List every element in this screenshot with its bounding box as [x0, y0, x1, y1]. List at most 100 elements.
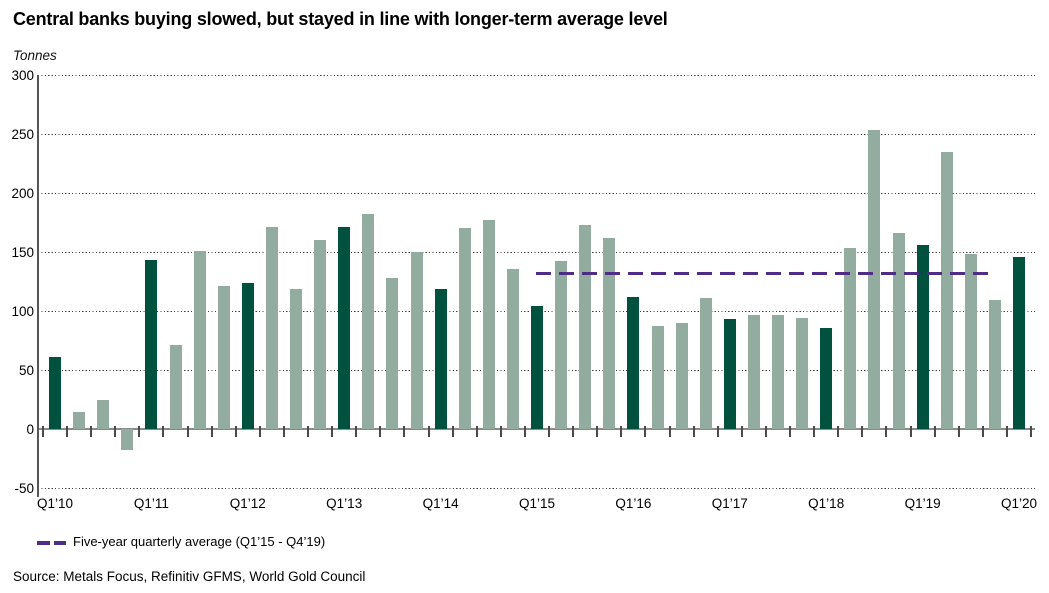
axis-tick	[66, 426, 69, 437]
y-axis-unit-label: Tonnes	[13, 48, 57, 63]
gridline-300	[38, 75, 1035, 76]
axis-tick	[258, 426, 261, 437]
x-axis-label-Q1’15: Q1’15	[518, 496, 556, 511]
y-axis-tick-label: 250	[11, 127, 34, 142]
axis-tick	[596, 426, 599, 437]
bar-Q1’18	[820, 327, 833, 429]
y-axis-line	[37, 75, 39, 497]
axis-tick	[1030, 426, 1033, 437]
axis-tick	[427, 426, 430, 437]
bar-Q4’12	[314, 240, 327, 429]
five-year-average-line	[536, 272, 993, 275]
bar-Q1’14	[434, 288, 447, 429]
x-axis-label-Q1’14: Q1’14	[422, 496, 459, 511]
x-axis-label-Q1’16: Q1’16	[615, 496, 652, 511]
bar-Q1’19	[916, 244, 929, 429]
y-axis-tick-label: 0	[26, 422, 34, 437]
chart-title: Central banks buying slowed, but stayed …	[13, 9, 668, 29]
bar-Q4’17	[796, 318, 809, 429]
y-axis-tick-label: -50	[14, 481, 34, 496]
axis-tick	[234, 426, 237, 437]
source-text: Source: Metals Focus, Refinitiv GFMS, Wo…	[13, 569, 366, 584]
bar-Q3’19	[964, 254, 977, 429]
gridline--50	[38, 488, 1035, 489]
axis-tick	[403, 426, 406, 437]
bar-Q3’11	[193, 250, 206, 429]
axis-tick	[716, 426, 719, 437]
axis-tick	[114, 426, 117, 437]
axis-tick	[282, 426, 285, 437]
axis-tick	[981, 426, 984, 437]
axis-tick	[210, 426, 213, 437]
bar-Q1’17	[723, 319, 736, 429]
x-axis-label-Q1’20: Q1’20	[1000, 496, 1038, 511]
bar-Q4’13	[410, 252, 423, 429]
bar-Q2’17	[747, 314, 760, 429]
bar-Q4’11	[217, 286, 230, 429]
axis-tick	[933, 426, 936, 437]
axis-tick	[186, 426, 189, 437]
x-axis-label-Q1’13: Q1’13	[326, 496, 363, 511]
y-axis-tick-label: 300	[11, 68, 34, 83]
axis-tick	[523, 426, 526, 437]
axis-tick	[620, 426, 623, 437]
axis-tick	[1005, 426, 1008, 437]
bar-Q2’18	[844, 248, 857, 429]
x-axis-label-Q1’12: Q1’12	[229, 496, 266, 511]
bar-Q2’15	[555, 261, 568, 429]
x-axis-label-Q1’18: Q1’18	[808, 496, 845, 511]
axis-tick	[764, 426, 767, 437]
bar-Q1’16	[627, 296, 640, 429]
axis-tick	[957, 426, 960, 437]
axis-tick	[668, 426, 671, 437]
y-axis-tick-label: 150	[11, 245, 34, 260]
axis-tick	[885, 426, 888, 437]
axis-tick	[909, 426, 912, 437]
bar-Q4’14	[506, 268, 519, 429]
bar-Q2’12	[265, 227, 278, 429]
x-axis-label-Q1’11: Q1’11	[133, 496, 169, 511]
y-axis-tick-label: 100	[11, 304, 34, 319]
x-axis-label-Q1’17: Q1’17	[711, 496, 748, 511]
axis-tick	[837, 426, 840, 437]
axis-tick	[692, 426, 695, 437]
axis-tick	[644, 426, 647, 437]
bar-Q3’10	[97, 399, 110, 429]
bar-Q1’13	[338, 227, 351, 429]
bar-Q2’19	[940, 151, 953, 429]
axis-tick	[499, 426, 502, 437]
axis-tick	[789, 426, 792, 437]
axis-tick	[41, 426, 44, 437]
bar-Q2’13	[362, 214, 375, 429]
bar-Q3’16	[675, 322, 688, 429]
bar-Q3’15	[579, 224, 592, 429]
bar-Q1’15	[531, 306, 543, 429]
bar-Q3’18	[868, 130, 881, 429]
bar-Q2’11	[169, 345, 182, 429]
y-axis-tick-label: 50	[18, 363, 34, 378]
bar-Q1’10	[49, 357, 61, 429]
bar-Q4’16	[699, 298, 712, 429]
gridline-250	[38, 134, 1035, 135]
x-axis-zero-line	[38, 428, 1035, 430]
bar-Q2’16	[651, 326, 664, 429]
axis-tick	[740, 426, 743, 437]
bar-Q3’14	[482, 220, 495, 429]
bar-Q2’14	[458, 228, 471, 429]
axis-tick	[355, 426, 358, 437]
gridline-200	[38, 193, 1035, 194]
bar-Q3’17	[772, 314, 784, 429]
gridline-150	[38, 252, 1035, 253]
legend-label: Five-year quarterly average (Q1’15 - Q4’…	[73, 534, 326, 549]
bar-Q1’12	[241, 282, 254, 429]
bar-Q1’11	[145, 260, 158, 429]
bar-Q3’12	[290, 288, 302, 429]
axis-tick	[861, 426, 864, 437]
bar-Q4’18	[892, 233, 905, 429]
axis-tick	[548, 426, 551, 437]
axis-tick	[331, 426, 334, 437]
bar-Q3’13	[386, 277, 399, 429]
axis-tick	[138, 426, 141, 437]
bar-Q2’10	[73, 412, 86, 429]
